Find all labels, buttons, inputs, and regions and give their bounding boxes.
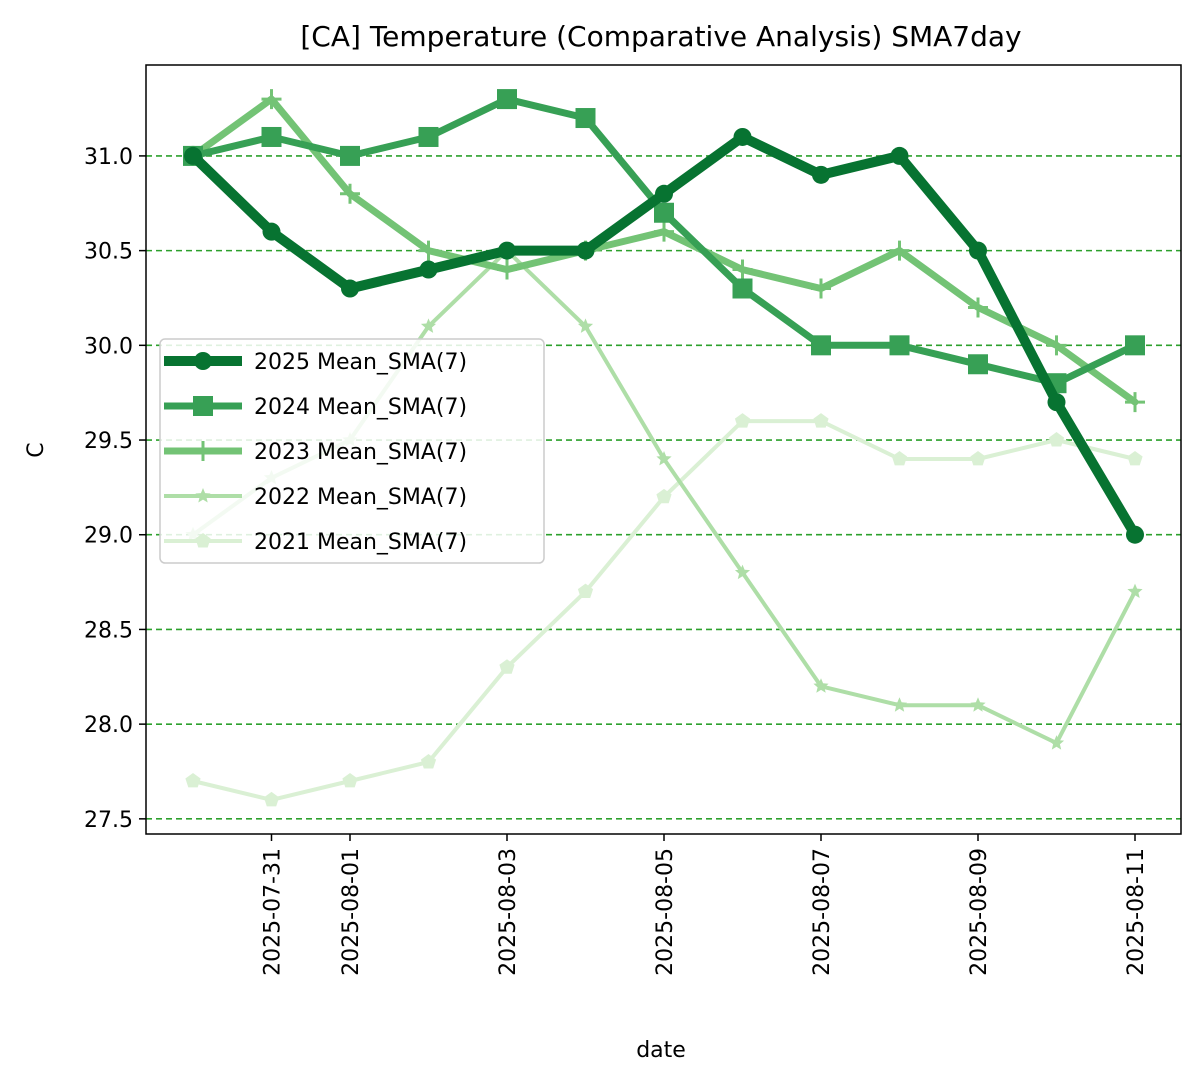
- data-point: [263, 791, 280, 807]
- data-point: [732, 259, 753, 280]
- data-point: [654, 202, 674, 223]
- legend: 2025 Mean_SMA(7) 2024 Mean_SMA(7) 2023 Mea…: [159, 338, 545, 564]
- chart-title: [CA] Temperature (Comparative Analysis) …: [300, 20, 1021, 53]
- data-point: [262, 222, 281, 241]
- x-tick-label: 2025-08-11: [1124, 848, 1149, 976]
- data-point: [811, 335, 831, 356]
- legend-label: 2021 Mean_SMA(7): [254, 530, 467, 555]
- data-point: [1047, 393, 1066, 412]
- legend-label: 2024 Mean_SMA(7): [254, 395, 467, 420]
- y-tick-label: 29.0: [84, 524, 133, 549]
- legend-item: 2025 Mean_SMA(7): [164, 350, 467, 375]
- data-point: [1126, 525, 1144, 544]
- y-tick-label: 30.5: [84, 240, 133, 265]
- series-2021: [185, 413, 1143, 807]
- data-point: [889, 335, 910, 356]
- data-point: [420, 754, 437, 769]
- y-tick-label: 27.5: [84, 808, 133, 833]
- data-point: [498, 241, 516, 260]
- legend-box: [159, 338, 545, 564]
- x-axis-label: date: [636, 1038, 686, 1063]
- data-point: [419, 260, 438, 279]
- series-layer: [183, 89, 1145, 807]
- x-axis: 2025-07-31 2025-08-01 2025-08-03 2025-08-05…: [261, 834, 1149, 976]
- data-point: [732, 278, 753, 299]
- data-point: [261, 89, 282, 110]
- data-point: [968, 354, 988, 375]
- data-point: [340, 183, 360, 204]
- data-point: [193, 441, 213, 461]
- legend-label: 2023 Mean_SMA(7): [254, 440, 467, 465]
- x-tick-label: 2025-08-01: [339, 848, 364, 976]
- data-point: [1125, 335, 1145, 356]
- data-point: [261, 126, 282, 147]
- data-point: [655, 184, 673, 203]
- y-tick-label: 28.5: [84, 618, 133, 643]
- data-point: [194, 352, 212, 370]
- data-point: [889, 240, 910, 261]
- y-tick-label: 30.0: [84, 334, 133, 359]
- data-point: [576, 241, 595, 260]
- data-point: [497, 259, 517, 280]
- data-point: [654, 221, 674, 242]
- data-point: [497, 89, 517, 110]
- legend-item: 2024 Mean_SMA(7): [164, 395, 467, 420]
- data-point: [418, 240, 439, 261]
- data-point: [340, 145, 360, 166]
- y-tick-label: 29.5: [84, 429, 133, 454]
- x-tick-label: 2025-08-05: [653, 848, 678, 976]
- data-point: [185, 773, 201, 788]
- data-point: [195, 488, 211, 503]
- data-point: [499, 659, 515, 674]
- y-axis: 27.5 28.0 28.5 29.0 29.5 30.0 30.5 31.0: [84, 145, 146, 833]
- series-2025: [184, 127, 1144, 544]
- data-point: [970, 697, 986, 712]
- data-point: [193, 396, 213, 416]
- data-point: [734, 413, 751, 428]
- data-point: [891, 451, 908, 466]
- x-tick-label: 2025-08-03: [496, 848, 521, 976]
- x-tick-label: 2025-08-07: [810, 848, 835, 976]
- data-point: [1048, 735, 1065, 750]
- data-point: [1127, 451, 1143, 466]
- data-point: [813, 413, 829, 428]
- legend-item: 2022 Mean_SMA(7): [164, 485, 467, 510]
- data-point: [575, 108, 596, 129]
- y-axis-label: C: [24, 442, 49, 457]
- data-point: [577, 318, 594, 333]
- data-point: [184, 146, 202, 165]
- legend-item: 2021 Mean_SMA(7): [164, 530, 467, 555]
- data-point: [1127, 583, 1143, 598]
- data-point: [342, 773, 358, 788]
- data-point: [970, 451, 986, 466]
- data-point: [891, 697, 908, 712]
- x-tick-label: 2025-08-09: [967, 848, 992, 976]
- data-point: [969, 241, 987, 260]
- data-point: [890, 146, 909, 165]
- data-point: [811, 278, 831, 299]
- legend-label: 2022 Mean_SMA(7): [254, 485, 467, 510]
- data-point: [420, 318, 437, 333]
- data-point: [813, 678, 829, 693]
- data-point: [968, 297, 988, 318]
- data-point: [418, 126, 439, 147]
- data-point: [1125, 392, 1145, 413]
- y-tick-label: 28.0: [84, 713, 133, 738]
- legend-item: 2023 Mean_SMA(7): [164, 440, 467, 465]
- data-point: [577, 583, 594, 598]
- data-point: [656, 451, 672, 466]
- data-point: [812, 165, 830, 184]
- data-point: [734, 564, 751, 580]
- y-tick-label: 31.0: [84, 145, 133, 170]
- legend-label: 2025 Mean_SMA(7): [254, 350, 467, 375]
- x-tick-label: 2025-07-31: [261, 848, 286, 976]
- data-point: [195, 533, 211, 548]
- data-point: [1048, 432, 1065, 447]
- data-point: [341, 279, 359, 298]
- data-point: [656, 488, 672, 504]
- data-point: [1046, 335, 1067, 356]
- data-point: [733, 127, 752, 146]
